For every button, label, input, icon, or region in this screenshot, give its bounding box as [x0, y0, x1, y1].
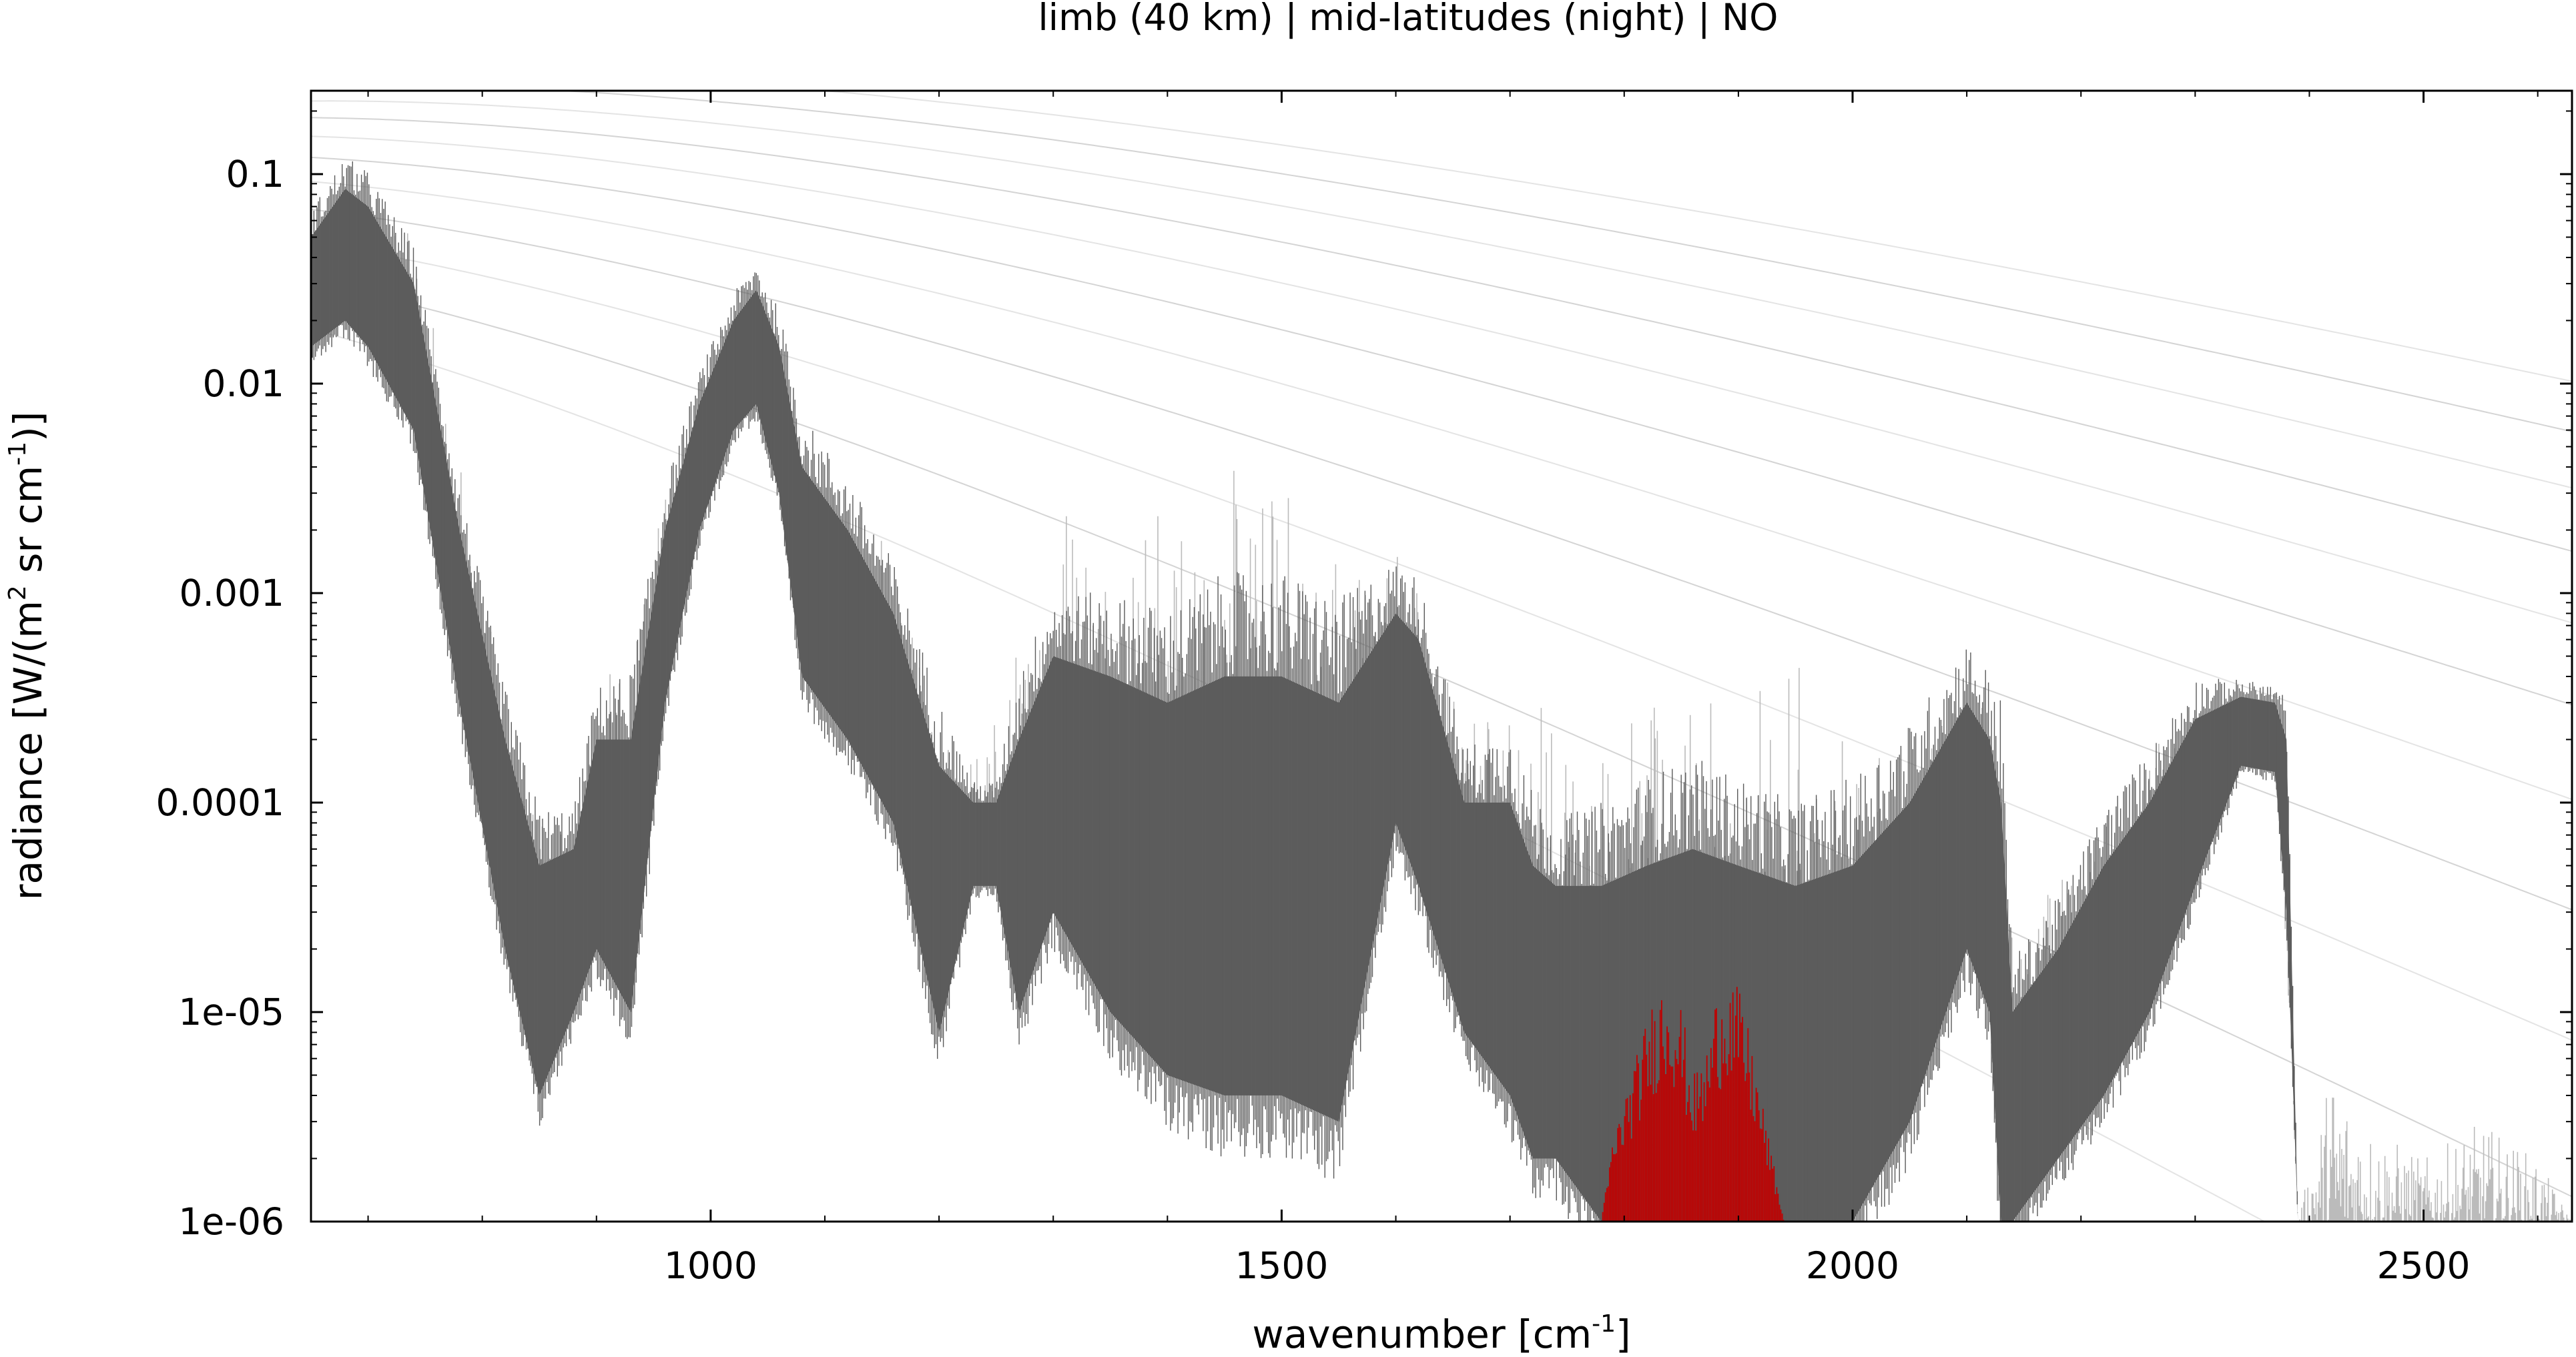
- y-tick-label: 1e-05: [178, 991, 284, 1033]
- spectrum-no-contribution: [1602, 987, 1785, 1222]
- planck-curves: [311, 91, 2572, 1222]
- planck-curve-380K: [818, 91, 2572, 382]
- spectrum-total-band: [311, 189, 2572, 1222]
- spectrum-total-lines: [311, 161, 2298, 1222]
- y-axis: 0.1 0.01 0.001 0.0001 1e-05 1e-06: [156, 110, 2572, 1243]
- chart-title: limb (40 km) | mid-latitudes (night) | N…: [1038, 0, 1779, 39]
- y-tick-label: 0.0001: [156, 781, 284, 824]
- x-tick-label: 1500: [1235, 1244, 1328, 1287]
- planck-curve-200K: [311, 280, 2572, 1198]
- planck-curve-260K: [311, 181, 2572, 801]
- x-tick-label: 2000: [1806, 1244, 1899, 1287]
- planck-curve-340K: [311, 100, 2572, 489]
- y-tick-label: 0.1: [226, 153, 284, 195]
- y-axis-label: radiance [W/(m2 sr cm-1)]: [4, 412, 51, 901]
- planck-curve-320K: [311, 117, 2572, 552]
- planck-curve-360K: [549, 91, 2572, 432]
- x-tick-label: 1000: [664, 1244, 757, 1287]
- y-tick-label: 0.001: [180, 572, 284, 614]
- x-axis: 1000 1500 2000 2500: [367, 91, 2539, 1287]
- y-tick-label: 0.01: [203, 362, 284, 405]
- y-tick-label: 1e-06: [178, 1200, 284, 1243]
- planck-curve-300K: [311, 135, 2572, 624]
- x-tick-label: 2500: [2377, 1244, 2471, 1287]
- series-layer: [311, 161, 2572, 1222]
- x-axis-label: wavenumber [cm-1]: [1252, 1310, 1630, 1357]
- planck-curve-280K: [311, 156, 2572, 706]
